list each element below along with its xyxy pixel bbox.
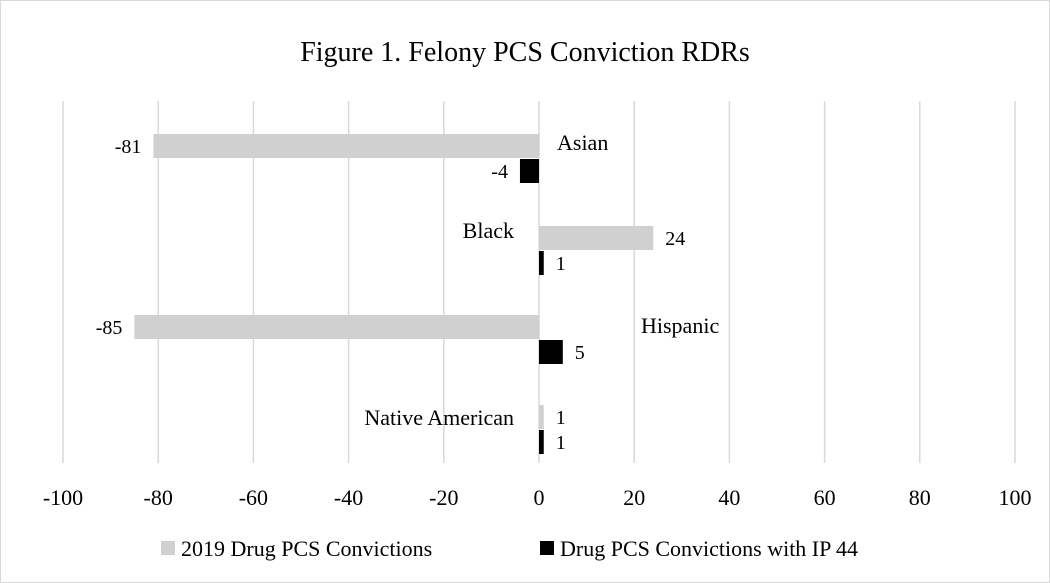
bar-ip44-asian — [519, 159, 539, 183]
legend-swatch — [161, 541, 175, 555]
category-label: Native American — [364, 405, 514, 430]
bars: -81 -4 24 1 -85 5 1 1 — [96, 134, 685, 454]
bar-ip44-native-american — [539, 430, 544, 454]
bar-2019-black — [539, 226, 654, 250]
x-tick-label: -20 — [429, 485, 458, 510]
data-label: -81 — [115, 136, 142, 158]
category-labels: Asian Black Hispanic Native American — [364, 130, 719, 430]
bar-ip44-black — [539, 251, 544, 275]
bar-ip44-hispanic — [539, 340, 563, 364]
data-label: 1 — [556, 432, 566, 454]
chart-title: Figure 1. Felony PCS Conviction RDRs — [300, 37, 750, 68]
x-tick-label: -60 — [239, 485, 268, 510]
x-tick-label: 40 — [718, 485, 740, 510]
category-label: Hispanic — [641, 313, 719, 338]
data-label: -85 — [96, 317, 123, 339]
legend-label: Drug PCS Convictions with IP 44 — [560, 536, 858, 561]
bar-2019-asian — [153, 134, 539, 158]
legend-swatch — [540, 541, 554, 555]
x-tick-label: 60 — [814, 485, 836, 510]
x-tick-label: -100 — [43, 485, 83, 510]
x-tick-label: 100 — [999, 485, 1032, 510]
x-tick-label: -40 — [334, 485, 363, 510]
data-label: 5 — [575, 342, 585, 364]
legend-label: 2019 Drug PCS Convictions — [181, 536, 432, 561]
data-label: -4 — [491, 161, 508, 183]
x-axis-tick-labels: -100 -80 -60 -40 -20 0 20 40 60 80 100 — [43, 485, 1032, 510]
category-label: Black — [463, 218, 514, 243]
legend: 2019 Drug PCS Convictions Drug PCS Convic… — [161, 536, 858, 561]
bar-2019-native-american — [539, 405, 544, 429]
x-tick-label: -80 — [144, 485, 173, 510]
bar-2019-hispanic — [134, 315, 539, 339]
data-label: 24 — [665, 228, 685, 250]
data-label: 1 — [556, 253, 566, 275]
data-label: 1 — [556, 407, 566, 429]
x-tick-label: 20 — [623, 485, 645, 510]
x-tick-label: 0 — [534, 485, 545, 510]
x-tick-label: 80 — [909, 485, 931, 510]
category-label: Asian — [557, 130, 608, 155]
